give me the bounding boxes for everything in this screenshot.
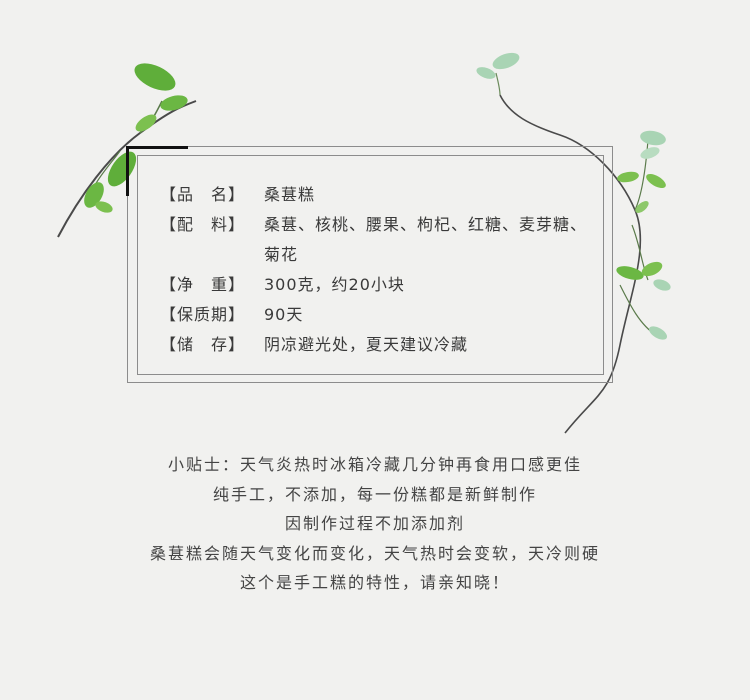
product-spec-list: 【品 名】 桑葚糕 【配 料】 桑葚、核桃、腰果、枸杞、红糖、麦芽糖、菊花 【净… bbox=[160, 180, 594, 360]
tips-line: 桑葚糕会随天气变化而变化，天气热时会变软，天冷则硬 bbox=[149, 543, 600, 563]
left-branch-illustration bbox=[57, 63, 197, 238]
spec-label: 【配 料】 bbox=[160, 215, 246, 234]
right-vine-illustration bbox=[476, 52, 671, 434]
tips-line: 小贴士：天气炎热时冰箱冷藏几分钟再食用口感更佳 bbox=[167, 455, 582, 474]
spec-row-weight: 【净 重】 300克，约20小块 bbox=[160, 270, 594, 300]
spec-label: 【保质期】 bbox=[160, 305, 246, 324]
tips-line: 因制作过程不加添加剂 bbox=[284, 514, 465, 533]
tips-section: 小贴士：天气炎热时冰箱冷藏几分钟再食用口感更佳 纯手工，不添加，每一份糕都是新鲜… bbox=[0, 450, 750, 598]
spec-value: 桑葚糕 bbox=[264, 185, 316, 204]
spec-label: 【净 重】 bbox=[160, 275, 246, 294]
spec-value: 桑葚、核桃、腰果、枸杞、红糖、麦芽糖、菊花 bbox=[264, 215, 588, 264]
frame-corner-accent bbox=[126, 146, 188, 149]
info-frame-outer bbox=[127, 146, 613, 383]
spec-value: 阴凉避光处，夏天建议冷藏 bbox=[264, 335, 469, 354]
tips-line: 这个是手工糕的特性，请亲知晓！ bbox=[239, 573, 510, 592]
spec-value: 300克，约20小块 bbox=[264, 275, 405, 294]
spec-label: 【储 存】 bbox=[160, 335, 246, 354]
spec-row-storage: 【储 存】 阴凉避光处，夏天建议冷藏 bbox=[160, 330, 594, 360]
frame-corner-accent-vertical bbox=[126, 146, 129, 196]
spec-row-shelf-life: 【保质期】 90天 bbox=[160, 300, 594, 330]
spec-label: 【品 名】 bbox=[160, 185, 246, 204]
spec-value: 90天 bbox=[264, 305, 304, 324]
info-frame-inner bbox=[137, 155, 604, 375]
tips-line: 纯手工，不添加，每一份糕都是新鲜制作 bbox=[212, 484, 537, 504]
spec-row-ingredients: 【配 料】 桑葚、核桃、腰果、枸杞、红糖、麦芽糖、菊花 bbox=[160, 210, 594, 270]
spec-row-name: 【品 名】 桑葚糕 bbox=[160, 180, 594, 210]
